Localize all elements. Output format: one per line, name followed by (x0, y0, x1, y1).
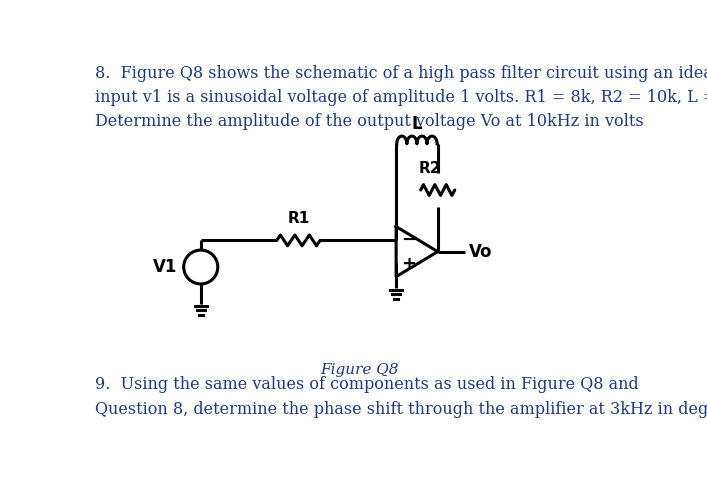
Text: 9.  Using the same values of components as used in Figure Q8 and
Question 8, det: 9. Using the same values of components a… (95, 376, 707, 418)
Text: R2: R2 (419, 161, 441, 176)
Text: Figure Q8: Figure Q8 (320, 363, 399, 377)
Text: +: + (402, 254, 416, 272)
Text: Vo: Vo (469, 243, 492, 260)
Text: R1: R1 (287, 212, 310, 227)
Text: V1: V1 (153, 258, 177, 276)
Text: −: − (402, 231, 416, 249)
Text: 8.  Figure Q8 shows the schematic of a high pass filter circuit using an ideal o: 8. Figure Q8 shows the schematic of a hi… (95, 64, 707, 130)
Text: L: L (411, 115, 422, 133)
